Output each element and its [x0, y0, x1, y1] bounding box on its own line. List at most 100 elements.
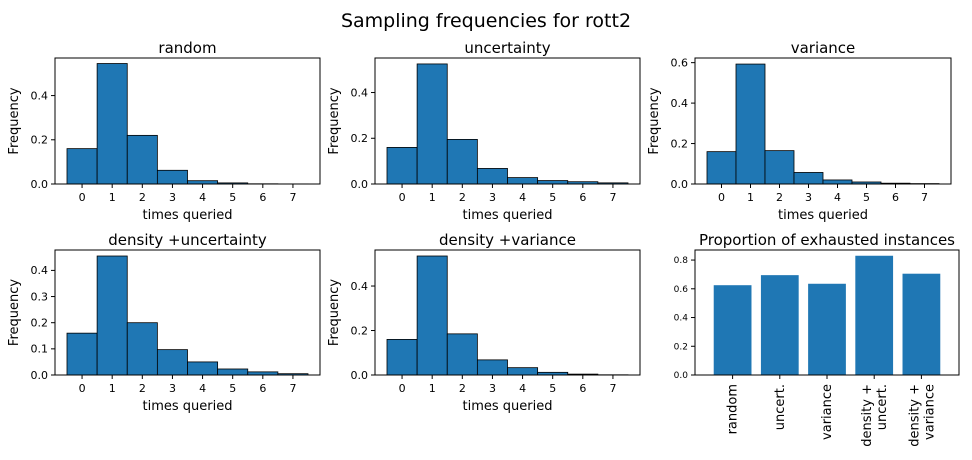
y-tick-label: 0.2 — [31, 134, 49, 147]
y-tick-label: 0.4 — [351, 280, 369, 293]
subplot-title: variance — [791, 39, 856, 57]
bar — [476, 168, 508, 185]
x-tick-label: 6 — [259, 382, 266, 395]
x-tick-label: 6 — [579, 191, 586, 204]
y-axis-label: Frequency — [647, 87, 662, 154]
bar — [386, 147, 418, 185]
subplot-title: random — [158, 39, 216, 57]
bar — [446, 139, 478, 185]
y-tick-label: 0.0 — [31, 178, 49, 191]
x-tick-label: 0 — [79, 382, 86, 395]
bar — [96, 63, 128, 185]
axes-frame — [54, 249, 321, 376]
x-tick-label: 6 — [892, 191, 899, 204]
x-tick-label: 1 — [429, 191, 436, 204]
x-axis-label: times queried — [463, 208, 553, 223]
bar — [66, 332, 98, 376]
x-tick-label: random — [726, 384, 741, 434]
y-tick-label: 0.2 — [351, 324, 369, 337]
y-tick-label: 0.0 — [674, 371, 689, 381]
axes-frame — [54, 57, 321, 185]
x-tick-label: 1 — [429, 382, 436, 395]
x-tick-label: 0 — [399, 191, 406, 204]
bar — [187, 361, 219, 376]
subplot-title: uncertainty — [464, 39, 550, 57]
x-tick-label: 3 — [489, 382, 496, 395]
axes-frame — [374, 249, 641, 376]
x-tick-label: 3 — [805, 191, 812, 204]
y-tick-label: 0.0 — [671, 178, 689, 191]
bar — [855, 255, 894, 375]
x-axis-label: times queried — [778, 208, 868, 223]
bar — [446, 333, 478, 376]
x-tick-label: 5 — [229, 191, 236, 204]
x-tick-label: 2 — [139, 191, 146, 204]
subplot-4: density +uncertainty 0.0 0.1 0.2 0.3 0.4 0 1 2 3 4… — [7, 231, 321, 414]
x-tick-label: 0 — [79, 191, 86, 204]
y-tick-label: 0.1 — [31, 343, 49, 356]
x-tick-label: 1 — [109, 382, 116, 395]
y-tick-label: 0.4 — [31, 89, 49, 102]
subplot-6: Proportion of exhausted instances 0.0 0.2 0… — [674, 231, 960, 447]
x-tick-label: 5 — [229, 382, 236, 395]
bar — [902, 273, 941, 375]
x-tick-label: 4 — [834, 191, 841, 204]
x-tick-label: 0 — [718, 191, 725, 204]
x-tick-label: 4 — [199, 191, 206, 204]
x-tick-label: 3 — [489, 191, 496, 204]
y-tick-label: 0.4 — [31, 264, 49, 277]
bar — [537, 180, 569, 185]
y-tick-label: 0.4 — [351, 86, 369, 99]
y-tick-label: 0.2 — [31, 317, 49, 330]
bar — [808, 283, 846, 375]
x-tick-label: 5 — [549, 382, 556, 395]
x-tick-label: density +uncert. — [860, 384, 890, 447]
bar — [217, 368, 249, 376]
x-tick-label: 2 — [139, 382, 146, 395]
subplot-title: density +uncertainty — [108, 231, 267, 249]
x-tick-label: 3 — [169, 382, 176, 395]
bar — [713, 285, 752, 375]
x-tick-label: 7 — [289, 191, 296, 204]
x-tick-label: 5 — [863, 191, 870, 204]
x-tick-label: 7 — [609, 191, 616, 204]
y-tick-label: 0.4 — [674, 314, 689, 324]
bar — [416, 63, 448, 185]
x-tick-label: 3 — [169, 191, 176, 204]
y-axis-label: Frequency — [7, 87, 22, 154]
figure-title: Sampling frequencies for rott2 — [340, 10, 632, 32]
y-tick-label: 0.0 — [351, 178, 369, 191]
bar — [96, 255, 128, 376]
subplot-title: density +variance — [439, 231, 576, 249]
x-tick-label: 6 — [579, 382, 586, 395]
bar — [66, 148, 98, 185]
y-axis-label: Frequency — [7, 279, 22, 346]
x-tick-label: 1 — [109, 191, 116, 204]
x-tick-label: 1 — [747, 191, 754, 204]
bar — [126, 134, 158, 185]
x-tick-label: 7 — [609, 382, 616, 395]
x-tick-label: 7 — [289, 382, 296, 395]
y-tick-label: 0.8 — [674, 256, 689, 266]
bar — [822, 179, 853, 185]
subplot-1: random 0.0 0.2 0.4 0 1 2 3 4 5 6 7 times queried Freq… — [7, 39, 321, 223]
bar — [760, 275, 799, 375]
x-tick-label: uncert. — [773, 384, 788, 430]
y-axis-label: Frequency — [327, 279, 342, 346]
bar — [126, 322, 158, 376]
bar — [156, 169, 188, 185]
bar — [507, 177, 539, 185]
x-tick-label: 4 — [199, 382, 206, 395]
y-tick-label: 0.2 — [671, 137, 689, 150]
x-tick-label: 4 — [519, 191, 526, 204]
x-tick-label: 2 — [776, 191, 783, 204]
x-tick-label: 0 — [399, 382, 406, 395]
x-tick-label: 6 — [259, 191, 266, 204]
subplot-5: density +variance 0.0 0.2 0.4 0 1 2 3 4 5 6 7 times … — [327, 231, 641, 414]
axes-frame — [694, 57, 952, 185]
x-tick-label: 4 — [519, 382, 526, 395]
y-tick-label: 0.2 — [351, 132, 369, 145]
x-tick-label: 7 — [921, 191, 928, 204]
y-tick-label: 0.3 — [31, 290, 49, 303]
